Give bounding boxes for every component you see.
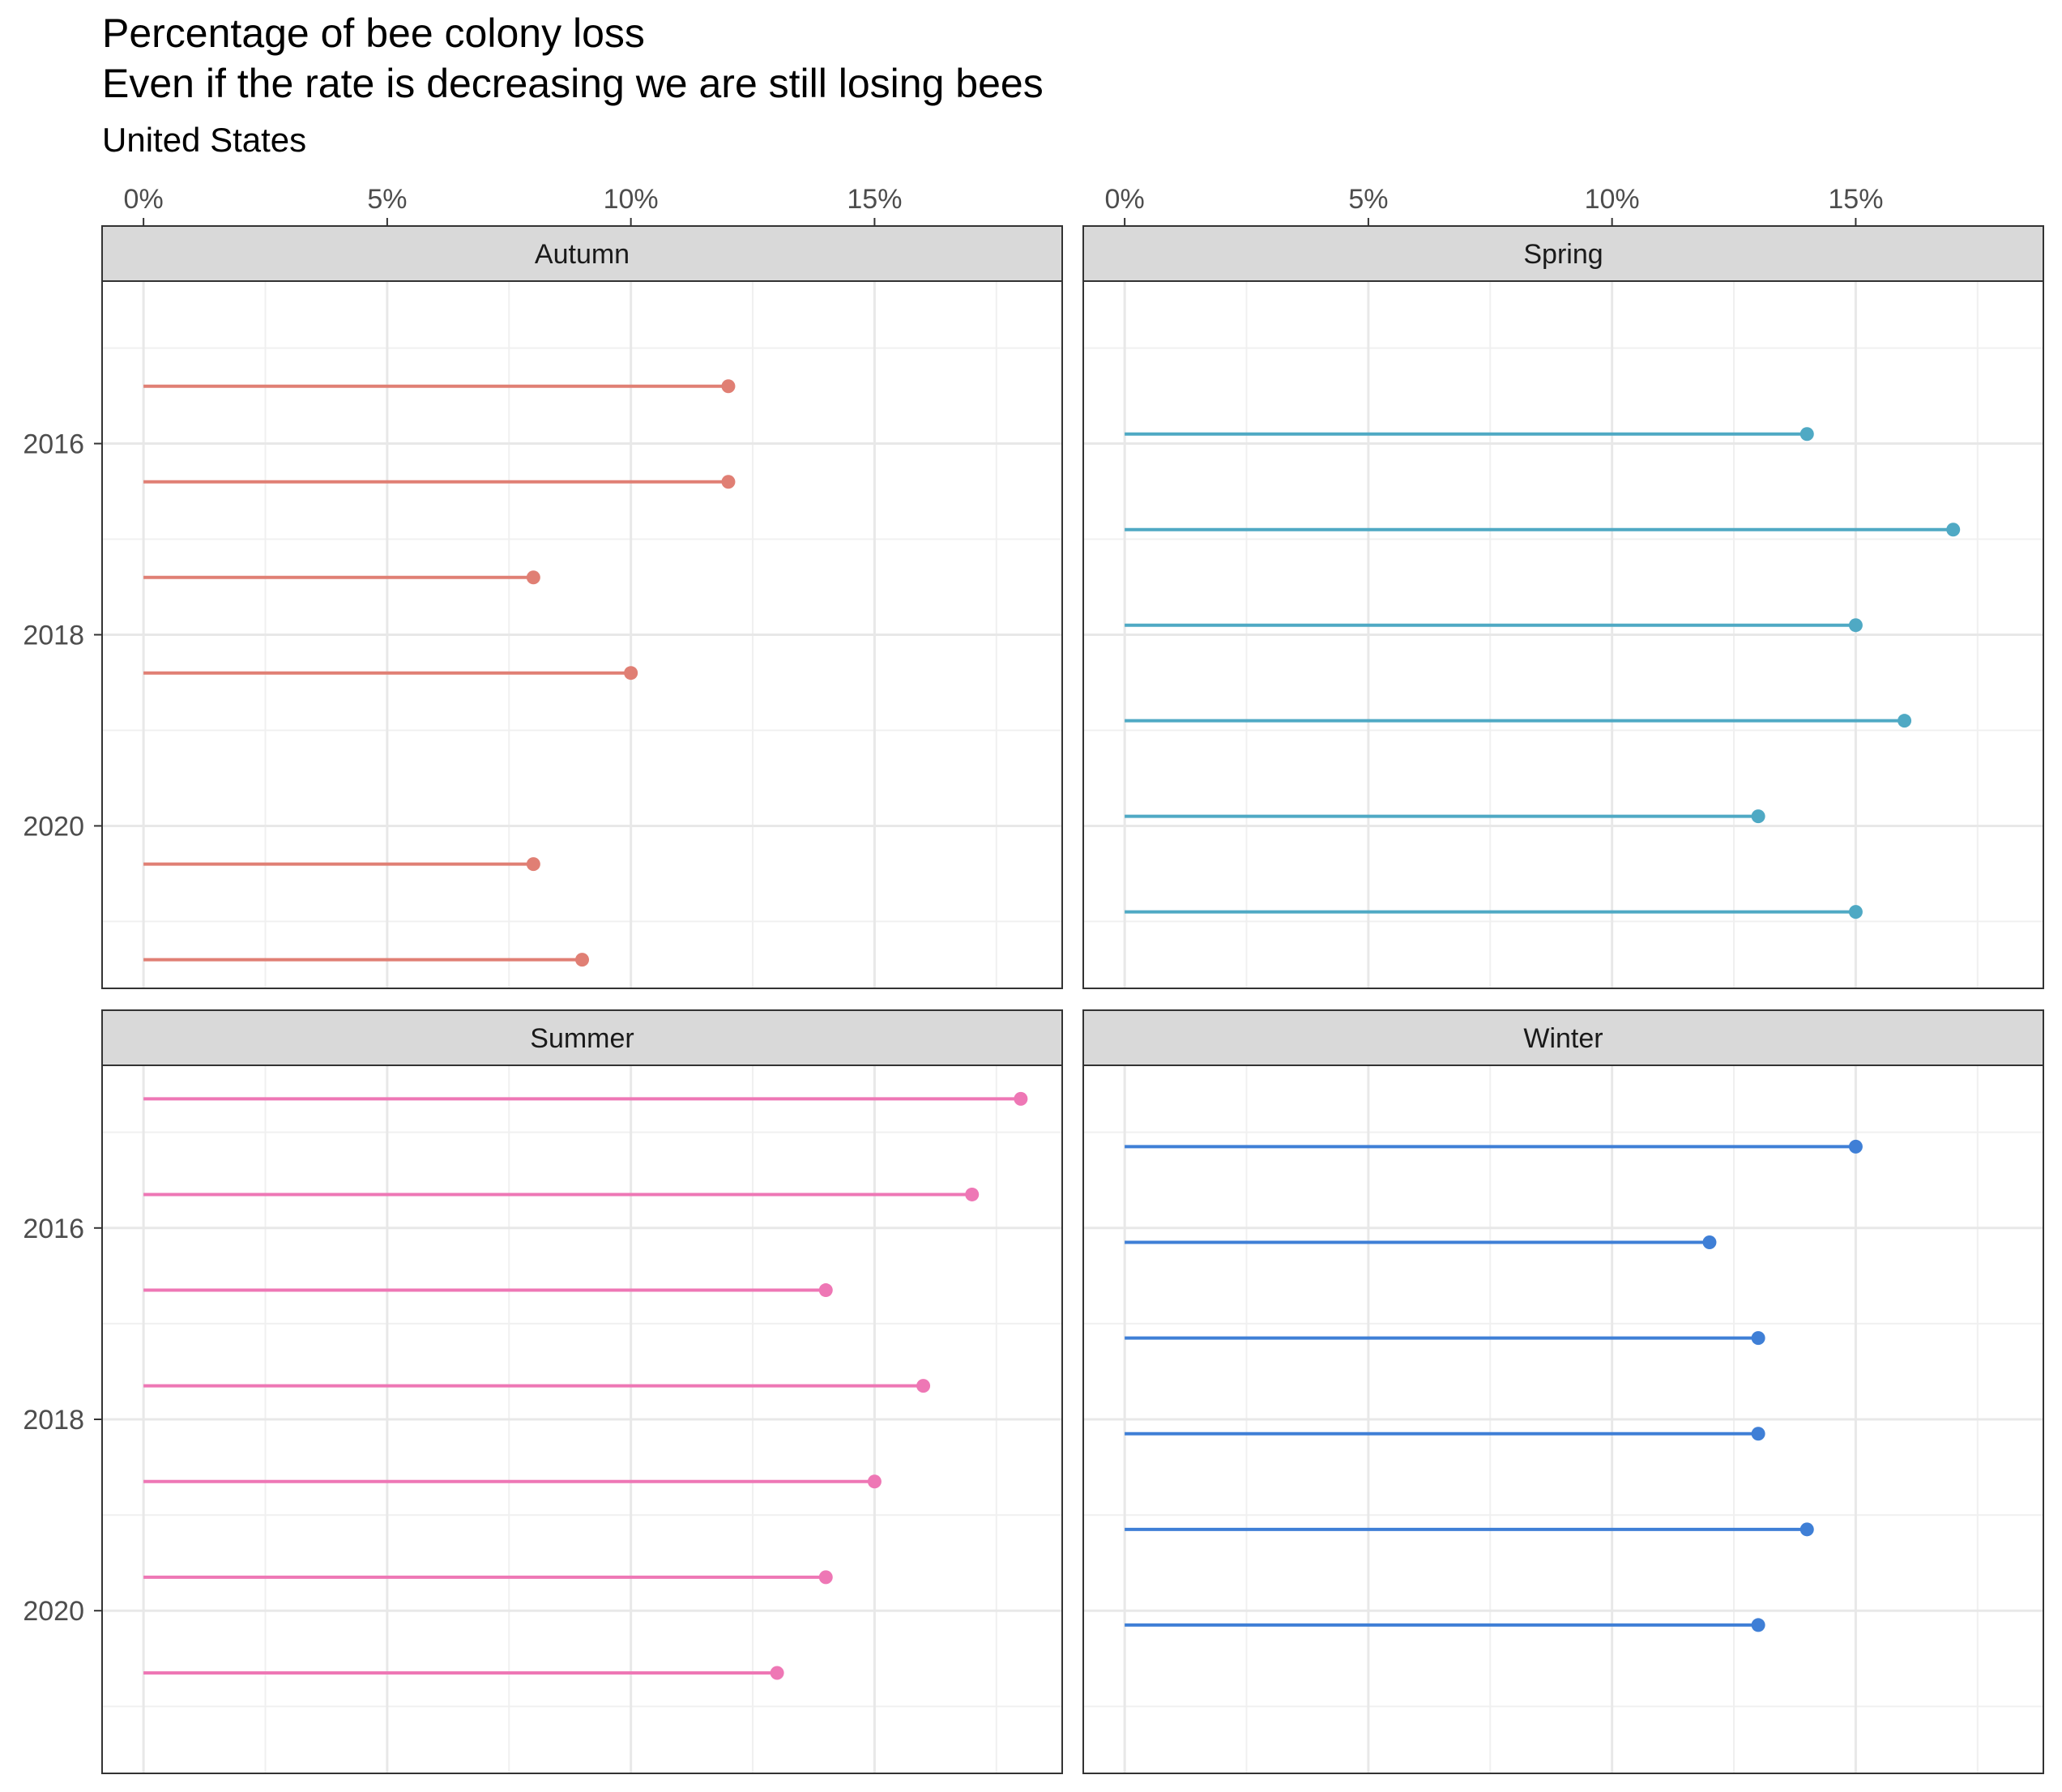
facet-strip-label: Spring — [1523, 239, 1603, 270]
facet-panels: Autumn 0% 5% 10% 15% 2016 2018 2020 Spring 0% 5% 10… — [23, 184, 2044, 1774]
chart-subtitle: United States — [102, 121, 306, 159]
lollipop-point — [1848, 905, 1863, 919]
facet-strip-label: Summer — [530, 1023, 634, 1054]
chart-title-line-2: Even if the rate is decreasing we are st… — [102, 61, 1044, 106]
facet-autumn: Autumn 0% 5% 10% 15% 2016 2018 2020 — [23, 184, 1063, 989]
x-axis-tick-label: 0% — [1105, 184, 1145, 215]
lollipop-point — [1898, 714, 1912, 728]
y-axis-tick-label: 2018 — [23, 621, 84, 651]
lollipop-point — [1751, 1331, 1765, 1346]
lollipop-point — [526, 857, 540, 872]
x-axis-tick-label: 0% — [124, 184, 164, 215]
x-axis-tick-label: 15% — [847, 184, 902, 215]
lollipop-point — [818, 1283, 833, 1298]
y-axis-tick-label: 2016 — [23, 429, 84, 460]
lollipop-point — [916, 1379, 931, 1393]
lollipop-point — [721, 475, 736, 489]
y-axis-tick-label: 2016 — [23, 1214, 84, 1244]
lollipop-point — [1848, 1139, 1863, 1154]
lollipop-point — [1799, 1522, 1814, 1537]
facet-strip — [1082, 1009, 2044, 1066]
lollipop-point — [1799, 427, 1814, 442]
lollipop-point — [624, 666, 638, 681]
facet-spring: Spring 0% 5% 10% 15% — [1082, 184, 2044, 989]
facet-strip — [101, 225, 1063, 282]
y-axis-tick-label: 2020 — [23, 1596, 84, 1627]
chart-title-line-1: Percentage of bee colony loss — [102, 11, 645, 56]
facet-strip — [1082, 225, 2044, 282]
lollipop-point — [965, 1187, 980, 1201]
lollipop-point — [818, 1570, 833, 1585]
facet-strip-label: Autumn — [535, 239, 630, 270]
x-axis-tick-label: 5% — [1348, 184, 1388, 215]
lollipop-point — [1014, 1091, 1028, 1106]
lollipop-point — [721, 379, 736, 394]
lollipop-point — [1751, 809, 1765, 824]
lollipop-point — [1946, 523, 1961, 537]
x-axis-tick-label: 5% — [367, 184, 407, 215]
facet-strip — [101, 1009, 1063, 1066]
x-axis-tick-label: 10% — [604, 184, 659, 215]
lollipop-point — [770, 1666, 784, 1680]
facet-summer: Summer 2016 2018 2020 — [23, 1009, 1063, 1774]
lollipop-point — [867, 1474, 882, 1489]
y-axis-tick-label: 2020 — [23, 811, 84, 842]
lollipop-point — [1848, 618, 1863, 633]
lollipop-point — [575, 953, 589, 967]
lollipop-point — [1751, 1427, 1765, 1441]
y-axis-tick-label: 2018 — [23, 1405, 84, 1436]
x-axis-tick-label: 10% — [1585, 184, 1640, 215]
lollipop-point — [1751, 1618, 1765, 1632]
facet-winter: Winter — [1082, 1009, 2044, 1774]
facet-strip-label: Winter — [1523, 1023, 1603, 1054]
lollipop-point — [1702, 1235, 1717, 1249]
x-axis-tick-label: 15% — [1828, 184, 1883, 215]
lollipop-point — [526, 570, 540, 585]
